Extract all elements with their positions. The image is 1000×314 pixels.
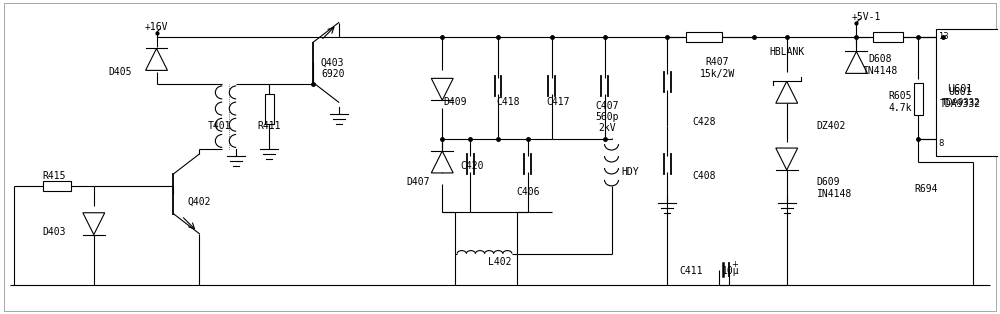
Polygon shape <box>146 48 167 70</box>
Text: R407: R407 <box>705 57 729 68</box>
Text: D405: D405 <box>108 68 131 77</box>
Text: T401: T401 <box>207 121 231 131</box>
Polygon shape <box>431 151 453 173</box>
Text: +: + <box>731 260 738 269</box>
Text: C406: C406 <box>516 187 540 197</box>
Bar <box>936 29 1000 156</box>
Text: 8: 8 <box>938 138 943 148</box>
Text: C417: C417 <box>546 97 569 107</box>
Text: R415: R415 <box>42 171 66 181</box>
Text: C420: C420 <box>460 161 484 171</box>
Text: D403: D403 <box>42 227 66 237</box>
Text: 2kV: 2kV <box>599 123 616 133</box>
Text: L402: L402 <box>488 257 512 267</box>
Text: HDY: HDY <box>621 167 639 177</box>
Text: C428: C428 <box>692 117 716 127</box>
Text: +5V-1: +5V-1 <box>852 12 881 22</box>
Polygon shape <box>83 213 105 235</box>
Bar <box>914 83 923 115</box>
Text: IN4148: IN4148 <box>863 66 898 76</box>
Text: 560p: 560p <box>596 112 619 122</box>
Text: D409: D409 <box>443 97 467 107</box>
Text: Q403: Q403 <box>321 57 344 68</box>
Text: 6920: 6920 <box>321 69 344 79</box>
Text: 13: 13 <box>938 32 949 41</box>
Polygon shape <box>776 148 798 170</box>
Text: 10μ: 10μ <box>722 267 740 277</box>
Text: 4.7k: 4.7k <box>888 103 912 113</box>
Text: TDA9332: TDA9332 <box>941 98 979 107</box>
Bar <box>873 32 903 41</box>
Text: DZ402: DZ402 <box>817 121 846 131</box>
Bar <box>43 181 71 191</box>
Text: C411: C411 <box>679 267 703 277</box>
Text: 15k/2W: 15k/2W <box>699 69 735 79</box>
Text: C408: C408 <box>692 171 716 181</box>
Text: C418: C418 <box>496 97 520 107</box>
Text: U601: U601 <box>947 84 973 94</box>
Bar <box>265 94 274 124</box>
Bar <box>686 32 722 41</box>
Text: IN4148: IN4148 <box>817 189 852 199</box>
Text: +16V: +16V <box>145 22 168 32</box>
Polygon shape <box>431 78 453 100</box>
Text: R605: R605 <box>888 91 912 101</box>
Text: R411: R411 <box>257 121 281 131</box>
Text: D609: D609 <box>817 177 840 187</box>
Text: U601: U601 <box>948 87 972 97</box>
Polygon shape <box>776 81 798 103</box>
Text: HBLANK: HBLANK <box>769 47 804 57</box>
Text: Q402: Q402 <box>188 197 211 207</box>
Text: C407: C407 <box>596 101 619 111</box>
Text: D407: D407 <box>407 177 430 187</box>
Text: R694: R694 <box>914 184 938 194</box>
Text: TDA9332: TDA9332 <box>939 99 981 109</box>
Polygon shape <box>845 51 867 73</box>
Text: D608: D608 <box>869 54 892 64</box>
